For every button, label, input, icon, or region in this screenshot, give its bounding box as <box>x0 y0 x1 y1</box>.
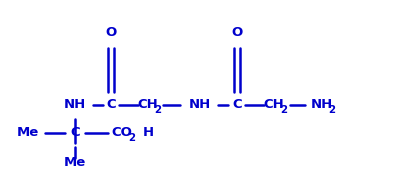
Text: 2: 2 <box>328 105 335 115</box>
Text: 2: 2 <box>280 105 287 115</box>
Text: O: O <box>105 26 117 38</box>
Text: 2: 2 <box>154 105 161 115</box>
Text: CH: CH <box>264 98 285 112</box>
Text: C: C <box>232 98 242 112</box>
Text: Me: Me <box>64 157 86 169</box>
Text: NH: NH <box>64 98 86 112</box>
Text: C: C <box>106 98 116 112</box>
Text: NH: NH <box>189 98 211 112</box>
Text: NH: NH <box>311 98 333 112</box>
Text: CO: CO <box>112 127 132 139</box>
Text: 2: 2 <box>128 133 135 143</box>
Text: Me: Me <box>17 127 39 139</box>
Text: O: O <box>231 26 242 38</box>
Text: H: H <box>142 127 154 139</box>
Text: C: C <box>70 127 80 139</box>
Text: CH: CH <box>138 98 158 112</box>
